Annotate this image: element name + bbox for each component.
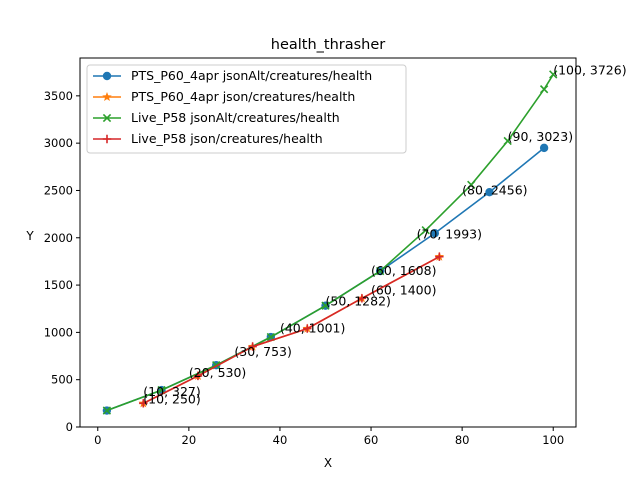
- y-tick-label: 2000: [44, 231, 73, 245]
- y-tick-label: 3000: [44, 136, 73, 150]
- legend-label: PTS_P60_4apr jsonAlt/creatures/health: [131, 68, 372, 83]
- y-tick-label: 1000: [44, 325, 73, 339]
- data-point: [321, 301, 330, 310]
- y-tick-label: 3500: [44, 89, 73, 103]
- y-tick-label: 0: [66, 420, 73, 434]
- data-point: [248, 342, 257, 351]
- data-label: (10, 327): [143, 384, 200, 399]
- data-point: [193, 371, 203, 381]
- x-tick-label: 60: [364, 433, 379, 447]
- data-point: [421, 226, 430, 235]
- data-label: (50, 1282): [325, 294, 390, 309]
- x-tick-label: 100: [542, 433, 564, 447]
- data-point: [435, 252, 444, 261]
- data-point: [503, 136, 512, 146]
- data-point: [467, 180, 476, 189]
- x-axis-label: X: [324, 456, 332, 470]
- data-point: [102, 134, 112, 144]
- legend-box: [86, 64, 407, 154]
- series-layer: [102, 70, 558, 415]
- data-label: (60, 1400): [371, 283, 436, 298]
- data-point: [539, 143, 549, 153]
- data-label: (60, 1608): [371, 263, 436, 278]
- data-point: [303, 324, 312, 333]
- data-point: [102, 92, 112, 102]
- y-tick-label: 500: [51, 373, 73, 387]
- data-point: [539, 85, 549, 94]
- data-label: (10, 250): [143, 391, 200, 406]
- y-axis-label: Y: [25, 229, 34, 243]
- data-point: [549, 70, 558, 79]
- y-tick-label: 2500: [44, 183, 73, 197]
- annotations: (10, 327)(10, 250) (20, 530) (30, 753) (40,…: [143, 62, 626, 406]
- x-tick-label: 40: [273, 433, 288, 447]
- data-label: (20, 530): [189, 365, 246, 380]
- x-tick-label: 0: [94, 433, 101, 447]
- x-tick-label: 20: [182, 433, 197, 447]
- legend-label: Live_P58 jsonAlt/creatures/health: [131, 110, 340, 125]
- y-tick-label: 1500: [44, 278, 73, 292]
- series-line: [142, 255, 440, 405]
- series-4: [139, 252, 444, 408]
- x-tick-label: 80: [455, 433, 470, 447]
- data-point: [375, 266, 385, 276]
- data-point: [357, 294, 367, 303]
- chart-title: health_thrasher: [271, 37, 386, 53]
- data-point: [485, 187, 494, 197]
- legend-entry-4: Live_P58 json/creatures/health: [93, 131, 323, 146]
- legend: PTS_P60_4apr jsonAlt/creatures/health PTS…: [86, 64, 407, 154]
- legend-entry-1: PTS_P60_4apr jsonAlt/creatures/health: [93, 68, 372, 83]
- plot-frame: [79, 57, 577, 428]
- data-point: [430, 229, 440, 238]
- data-label: (90, 3023): [508, 129, 573, 144]
- data-label: (40, 1001): [280, 320, 345, 335]
- data-point: [102, 71, 112, 81]
- data-point: [139, 399, 148, 408]
- legend-entry-2: PTS_P60_4apr json/creatures/health: [93, 89, 355, 104]
- data-point: [102, 406, 112, 415]
- legend-label: PTS_P60_4apr json/creatures/health: [131, 89, 355, 104]
- legend-entry-3: Live_P58 jsonAlt/creatures/health: [93, 110, 340, 125]
- data-label: (70, 1993): [417, 226, 482, 241]
- data-point: [102, 113, 112, 123]
- legend-label: Live_P58 json/creatures/health: [131, 131, 323, 146]
- data-label: (100, 3726): [553, 62, 626, 77]
- data-label: (80, 2456): [462, 183, 527, 198]
- data-label: (30, 753): [234, 344, 291, 359]
